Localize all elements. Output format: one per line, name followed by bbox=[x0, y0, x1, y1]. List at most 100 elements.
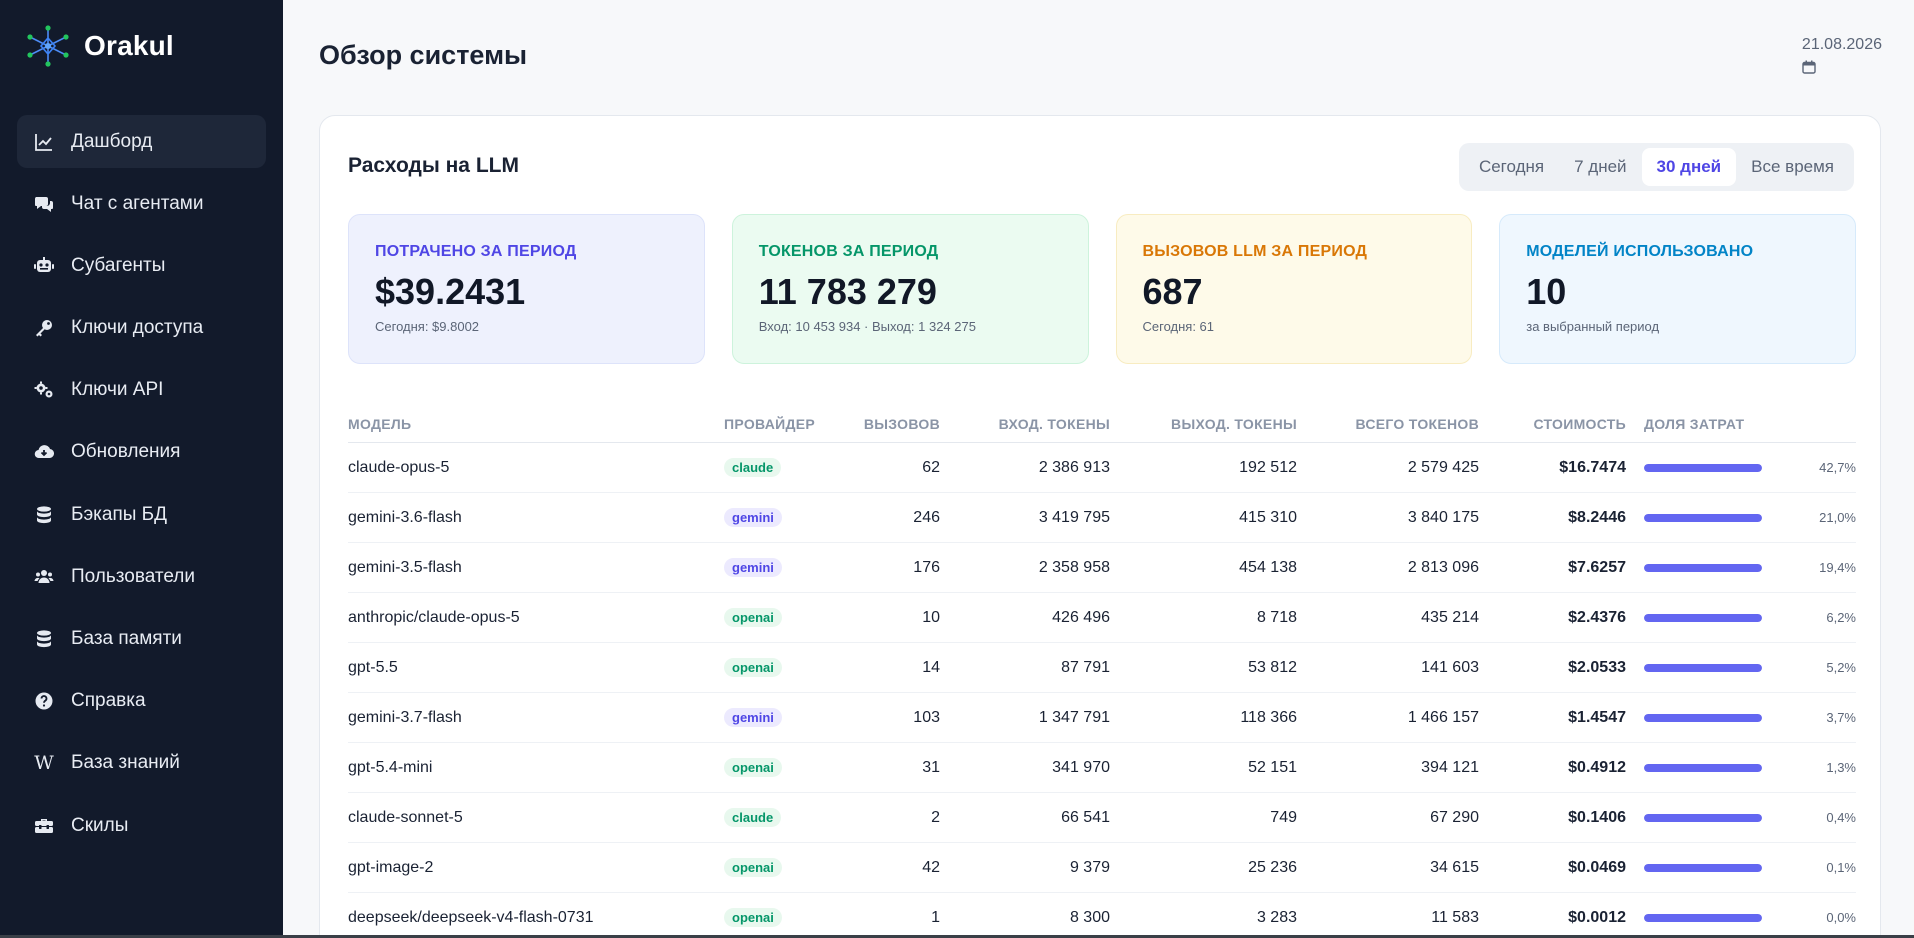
cost-share-bar-fill bbox=[1644, 913, 1762, 922]
cost-share-bar bbox=[1644, 563, 1762, 572]
database-icon bbox=[34, 629, 54, 649]
app-name: Orakul bbox=[84, 30, 174, 61]
model-name: anthropic/claude-opus-5 bbox=[348, 608, 520, 626]
cost-share-percent: 6,2% bbox=[1826, 610, 1856, 625]
model-name: gpt-5.5 bbox=[348, 658, 398, 676]
calls-count: 103 bbox=[913, 708, 940, 726]
sidebar-item-help[interactable]: Справка bbox=[17, 675, 266, 728]
provider-badge: openai bbox=[724, 608, 782, 627]
stat-card-models: Моделей использовано 10 за выбранный пер… bbox=[1499, 214, 1856, 364]
sidebar-item-agent-chat[interactable]: Чат с агентами bbox=[17, 177, 266, 230]
sidebar-item-dashboard[interactable]: Дашборд bbox=[17, 115, 266, 168]
output-tokens: 8 718 bbox=[1256, 608, 1297, 626]
column-header-provider[interactable]: Провайдер bbox=[724, 416, 816, 432]
period-tab-today[interactable]: Сегодня bbox=[1478, 157, 1545, 176]
total-tokens: 34 615 bbox=[1430, 858, 1479, 876]
column-header-cost-share[interactable]: Доля затрат bbox=[1644, 416, 1745, 432]
robot-icon bbox=[34, 256, 54, 276]
total-tokens: 394 121 bbox=[1421, 758, 1479, 776]
column-header-model[interactable]: Модель bbox=[348, 416, 412, 432]
provider-cell: gemini bbox=[724, 508, 844, 527]
cost-share-bar bbox=[1644, 813, 1762, 822]
input-tokens: 341 970 bbox=[1052, 758, 1110, 776]
output-tokens: 454 138 bbox=[1239, 558, 1297, 576]
calls-count: 246 bbox=[913, 508, 940, 526]
column-header-calls[interactable]: Вызовов bbox=[863, 416, 940, 432]
models-table: Модель Провайдер Вызовов Вход. токены Вы… bbox=[348, 406, 1856, 938]
provider-badge: gemini bbox=[724, 508, 782, 527]
cost-share-percent: 0,0% bbox=[1826, 910, 1856, 925]
cost-share-cell: 21,0% bbox=[1626, 510, 1856, 525]
stat-card-calls: Вызовов LLM за период 687 Сегодня: 61 bbox=[1115, 214, 1473, 364]
stat-label: Моделей использовано bbox=[1526, 243, 1754, 260]
sidebar-item-knowledge-base[interactable]: W База знаний bbox=[17, 737, 266, 790]
sidebar-item-subagents[interactable]: Субагенты bbox=[17, 239, 266, 292]
sidebar-item-label: База памяти bbox=[71, 628, 182, 649]
output-tokens: 52 151 bbox=[1248, 758, 1297, 776]
input-tokens: 1 347 791 bbox=[1038, 708, 1110, 726]
output-tokens: 3 283 bbox=[1256, 908, 1297, 926]
llm-spending-card: Расходы на LLM Сегодня 7 дней 30 дней Вс… bbox=[319, 115, 1881, 938]
input-tokens: 2 386 913 bbox=[1038, 458, 1110, 476]
total-tokens: 141 603 bbox=[1421, 658, 1479, 676]
cost-share-percent: 21,0% bbox=[1819, 510, 1856, 525]
column-header-cost[interactable]: Стоимость bbox=[1533, 416, 1626, 432]
cost-share-bar-fill bbox=[1644, 863, 1762, 872]
stat-cards: Потрачено за период $39.2431 Сегодня: $9… bbox=[348, 214, 1856, 364]
sidebar-item-skills[interactable]: Скилы bbox=[17, 799, 266, 852]
cost-share-bar-fill bbox=[1644, 563, 1762, 572]
cost-share-cell: 6,2% bbox=[1626, 610, 1856, 625]
table-row[interactable]: gpt-5.5 openai 14 87 791 53 812 141 603 $2.053… bbox=[348, 643, 1856, 693]
table-row[interactable]: gpt-5.4-mini openai 31 341 970 52 151 394 121… bbox=[348, 743, 1856, 793]
sidebar-item-updates[interactable]: Обновления bbox=[17, 426, 266, 479]
table-row[interactable]: deepseek/deepseek-v4-flash-0731 openai 1 8 … bbox=[348, 893, 1856, 938]
date-display[interactable]: 21.08.2026 bbox=[1802, 36, 1882, 74]
provider-badge: claude bbox=[724, 458, 782, 477]
sidebar-item-label: Обновления bbox=[71, 441, 181, 463]
cost-share-percent: 19,4% bbox=[1819, 560, 1856, 575]
table-row[interactable]: anthropic/claude-opus-5 openai 10 426 496 8 … bbox=[348, 593, 1856, 643]
period-tab-all-time[interactable]: Все время bbox=[1751, 157, 1834, 176]
column-header-input-tokens[interactable]: Вход. токены bbox=[998, 416, 1110, 432]
model-name: gpt-5.4-mini bbox=[348, 758, 433, 776]
stat-label: Потрачено за период bbox=[375, 243, 577, 260]
cost-share-cell: 1,3% bbox=[1626, 760, 1856, 775]
table-row[interactable]: gemini-3.5-flash gemini 176 2 358 958 454 13… bbox=[348, 543, 1856, 593]
table-row[interactable]: claude-sonnet-5 claude 2 66 541 749 67 290 $0.… bbox=[348, 793, 1856, 843]
model-name: claude-opus-5 bbox=[348, 458, 450, 476]
calls-count: 1 bbox=[931, 908, 940, 926]
sidebar-item-memory-base[interactable]: База памяти bbox=[17, 613, 266, 666]
cost: $1.4547 bbox=[1568, 708, 1626, 726]
input-tokens: 66 541 bbox=[1061, 808, 1110, 826]
gears-icon bbox=[34, 380, 54, 400]
cost-share-bar bbox=[1644, 663, 1762, 672]
cost-share-bar bbox=[1644, 513, 1762, 522]
table-row[interactable]: gpt-image-2 openai 42 9 379 25 236 34 615 $0.0… bbox=[348, 843, 1856, 893]
model-name: claude-sonnet-5 bbox=[348, 808, 463, 826]
total-tokens: 3 840 175 bbox=[1407, 508, 1479, 526]
stat-label: Токенов за период bbox=[758, 243, 939, 260]
column-header-output-tokens[interactable]: Выход. токены bbox=[1171, 416, 1297, 432]
cost-share-percent: 0,4% bbox=[1826, 810, 1856, 825]
table-row[interactable]: claude-opus-5 claude 62 2 386 913 192 512 2 5… bbox=[348, 443, 1856, 493]
period-tab-7-days[interactable]: 7 дней bbox=[1574, 157, 1627, 176]
calls-count: 14 bbox=[922, 658, 940, 676]
table-row[interactable]: gemini-3.7-flash gemini 103 1 347 791 118 36… bbox=[348, 693, 1856, 743]
column-header-total-tokens[interactable]: Всего токенов bbox=[1355, 416, 1479, 432]
provider-cell: gemini bbox=[724, 708, 844, 727]
wikipedia-icon: W bbox=[34, 752, 54, 775]
sidebar-item-db-backups[interactable]: Бэкапы БД bbox=[17, 488, 266, 541]
sidebar-item-access-keys[interactable]: Ключи доступа bbox=[17, 302, 266, 355]
cost-share-bar bbox=[1644, 763, 1762, 772]
brand[interactable]: Orakul bbox=[26, 24, 174, 68]
model-name: gemini-3.5-flash bbox=[348, 558, 462, 576]
sidebar-item-api-keys[interactable]: Ключи API bbox=[17, 364, 266, 417]
cost-share-bar-fill bbox=[1644, 813, 1762, 822]
table-row[interactable]: gemini-3.6-flash gemini 246 3 419 795 415 31… bbox=[348, 493, 1856, 543]
cost-share-bar bbox=[1644, 713, 1762, 722]
input-tokens: 3 419 795 bbox=[1038, 508, 1110, 526]
provider-badge: openai bbox=[724, 758, 782, 777]
stat-value: 687 bbox=[1142, 271, 1203, 312]
period-tab-30-days[interactable]: 30 дней bbox=[1641, 148, 1737, 186]
sidebar-item-users[interactable]: Пользователи bbox=[17, 550, 266, 603]
